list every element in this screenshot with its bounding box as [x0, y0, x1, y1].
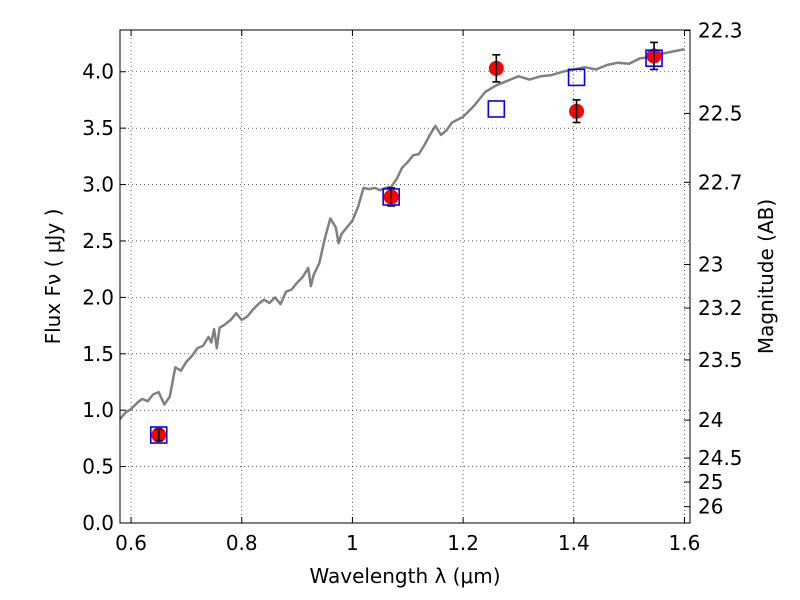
data-point: [488, 54, 504, 83]
y2-tick-label: 23.2: [698, 296, 743, 320]
y2-tick-label: 22.3: [698, 19, 743, 43]
y2-tick-label: 23.5: [698, 348, 743, 372]
y2-tick-label: 25: [698, 470, 723, 494]
y-tick-label: 4.0: [82, 60, 114, 84]
spectrum-line: [119, 47, 685, 420]
model-point-marker: [149, 426, 168, 444]
x-tick-label: 1.2: [447, 531, 479, 555]
y-tick-label: 2.5: [82, 229, 114, 253]
data-point: [569, 99, 585, 124]
y-tick-label: 0.5: [82, 455, 114, 479]
y2-tick-label: 24: [698, 408, 723, 432]
photometry-points: [149, 41, 663, 444]
y-tick-label: 0.0: [82, 511, 114, 535]
y-axis-label: Flux Fν ( μJy ): [41, 209, 65, 345]
y2-tick-label: 26: [698, 495, 723, 519]
y2-tick-label: 22.7: [698, 170, 743, 194]
y2-tick-label: 23: [698, 253, 723, 277]
x-tick-label: 0.8: [226, 531, 258, 555]
data-point: [646, 41, 662, 71]
model-point-marker: [567, 68, 586, 87]
x-tick-label: 1.6: [669, 531, 701, 555]
data-point: [383, 187, 399, 207]
y-tick-label: 1.0: [82, 398, 114, 422]
y2-axis-label: Magnitude (AB): [754, 199, 778, 354]
model-point-marker: [382, 188, 400, 206]
grid: [120, 30, 690, 524]
y-tick-label: 3.5: [82, 116, 114, 140]
axis-ticks: 0.6 0.8 1 1.2 1.4 1.6 0.0 0.5 1.0 1.5 2.0 2.5 3.0 3.5…: [82, 19, 742, 555]
y2-tick-label: 22.5: [698, 101, 743, 125]
model-spectrum: [119, 47, 685, 420]
plot-frame: [119, 29, 691, 524]
axis-labels: Wavelength λ (μm) Flux Fν ( μJy ) Magnit…: [41, 199, 778, 588]
x-tick-label: 1: [346, 531, 359, 555]
x-tick-label: 1.4: [558, 531, 590, 555]
y-tick-label: 3.0: [82, 173, 114, 197]
y2-tick-label: 24.5: [698, 446, 743, 470]
x-tick-label: 0.6: [115, 531, 147, 555]
x-axis-label: Wavelength λ (μm): [309, 564, 500, 588]
model-point-marker: [645, 49, 663, 68]
y-tick-label: 2.0: [82, 285, 114, 309]
model-point-marker: [487, 100, 506, 118]
y-tick-label: 1.5: [82, 342, 114, 366]
data-point: [151, 427, 167, 443]
